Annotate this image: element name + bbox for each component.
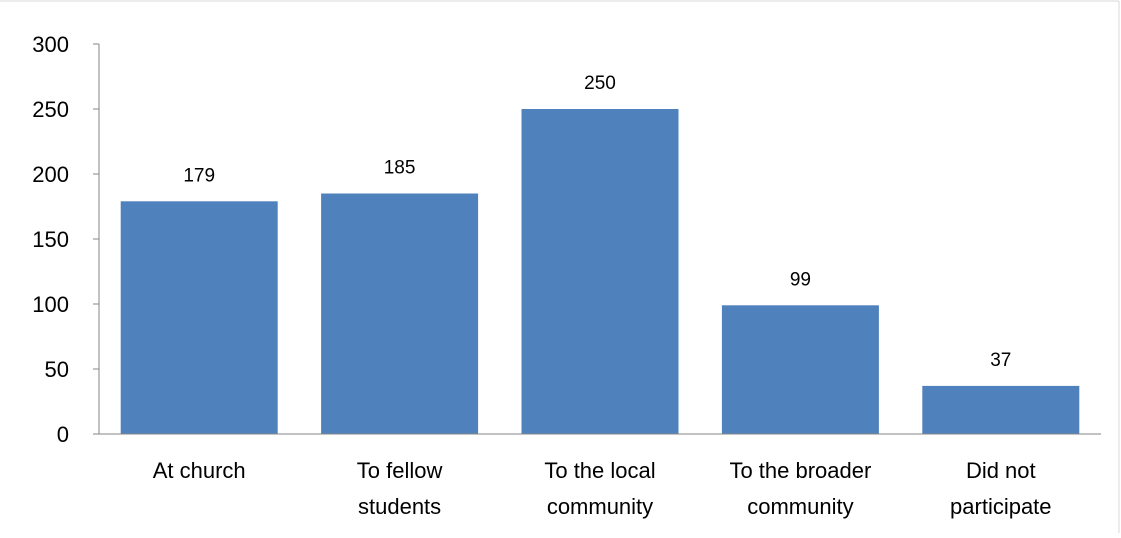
x-category-label: students: [358, 494, 441, 519]
y-tick-label: 200: [32, 162, 69, 187]
bar: [922, 385, 1080, 434]
bar: [521, 109, 679, 434]
bar-value-label: 185: [384, 158, 416, 179]
x-category-label: At church: [153, 458, 246, 483]
data-labels-group: 179 185 250 99 37: [183, 73, 1011, 371]
x-axis-labels: At church To fellow students To the local co…: [153, 458, 1052, 519]
x-category-label: To the local: [544, 458, 655, 483]
bar: [321, 193, 479, 434]
bar-value-label: 37: [990, 350, 1011, 371]
bar-value-label: 99: [790, 269, 811, 290]
x-category-label: community: [547, 494, 653, 519]
bar-value-label: 250: [584, 73, 616, 94]
y-tick-label: 100: [32, 292, 69, 317]
x-category-label: participate: [950, 494, 1052, 519]
y-tick-label: 250: [32, 97, 69, 122]
bar: [120, 201, 278, 434]
y-axis-ticks: 0 50 100 150 200 250 300: [32, 32, 99, 447]
y-tick-label: 50: [45, 357, 69, 382]
y-tick-label: 150: [32, 227, 69, 252]
x-category-label: To the broader: [729, 458, 871, 483]
y-tick-label: 300: [32, 32, 69, 57]
bar: [721, 305, 879, 434]
bars-group: [120, 109, 1080, 434]
y-tick-label: 0: [57, 422, 69, 447]
x-category-label: community: [747, 494, 853, 519]
x-category-label: To fellow: [357, 458, 443, 483]
x-category-label: Did not: [966, 458, 1036, 483]
bar-value-label: 179: [183, 165, 215, 186]
